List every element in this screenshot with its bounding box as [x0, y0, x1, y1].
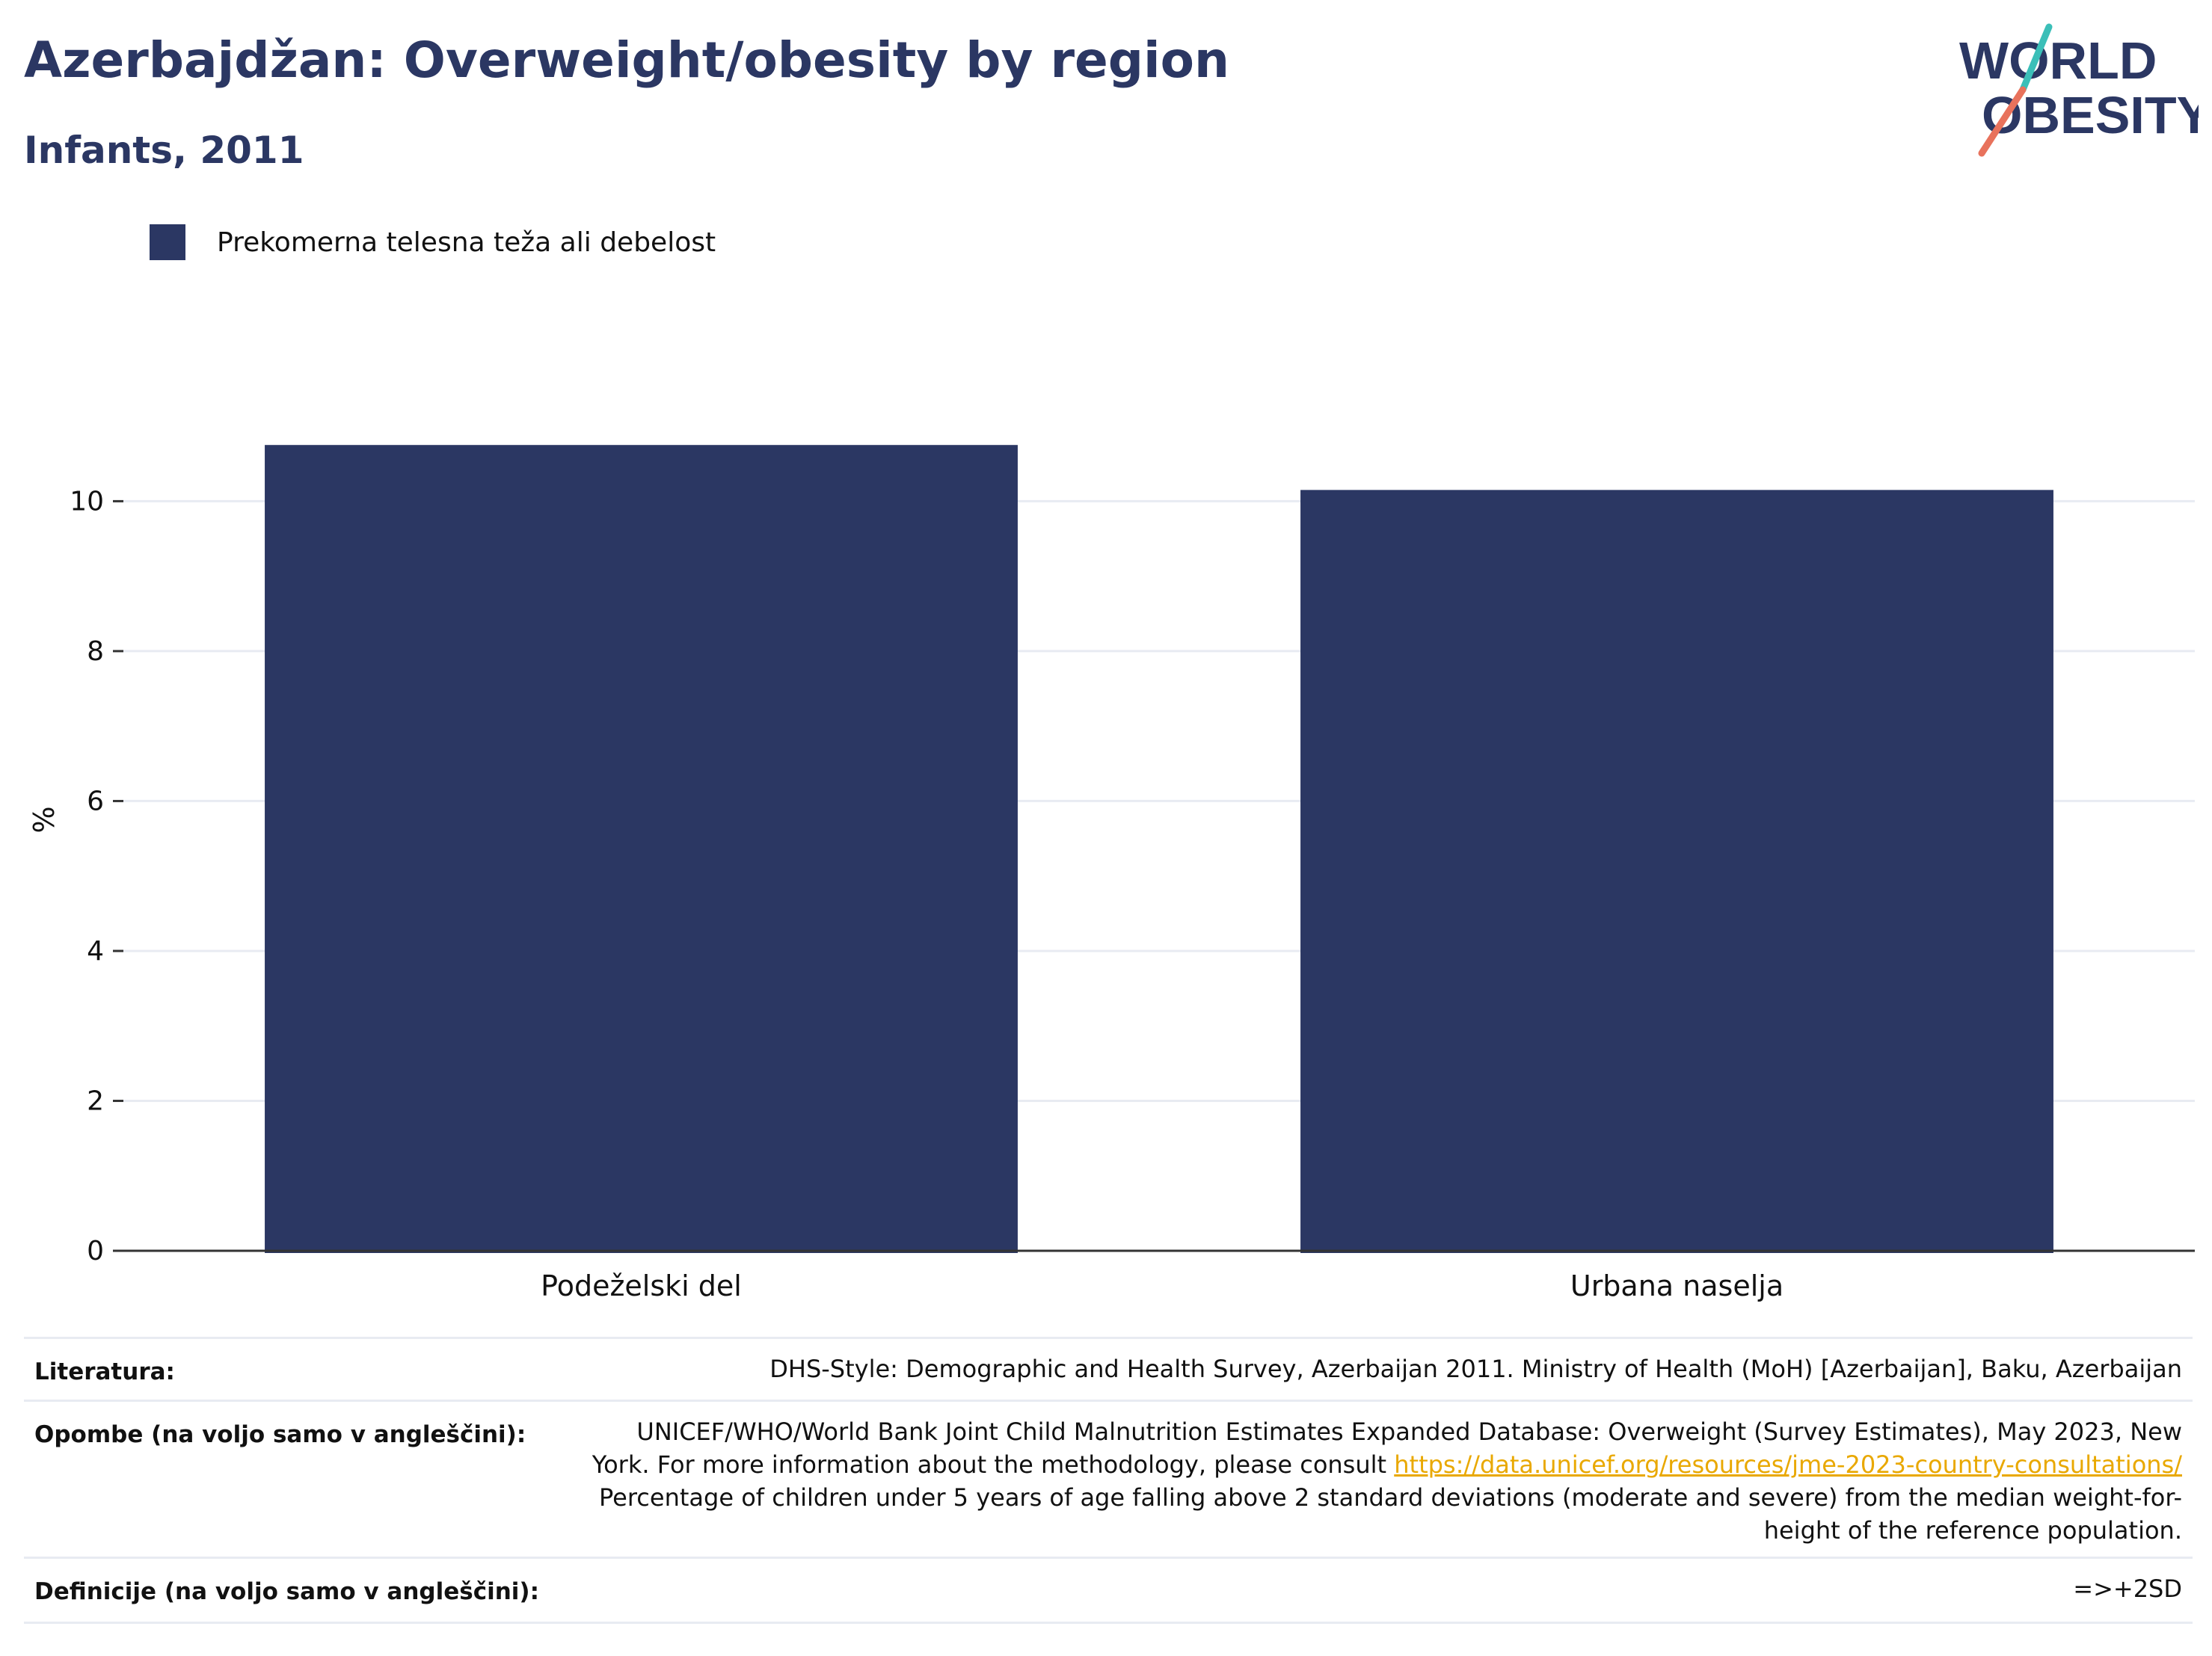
footer-label: Definicije (na voljo samo v angleščini):	[34, 1578, 539, 1605]
chart-subtitle: Infants, 2011	[24, 129, 304, 172]
footer-text-line: York. For more information about the met…	[592, 1450, 2182, 1479]
footer-text-line: Percentage of children under 5 years of …	[599, 1483, 2182, 1512]
y-tick-label: 10	[70, 486, 104, 517]
bar	[265, 445, 1018, 1253]
logo-coral-stroke	[1978, 86, 2027, 157]
footer-text-line: height of the reference population.	[1763, 1516, 2182, 1545]
footer-row-literature: Literatura: DHS-Style: Demographic and H…	[24, 1337, 2193, 1402]
footer-row-definitions: Definicije (na voljo samo v angleščini):…	[24, 1557, 2193, 1624]
logo-teal-stroke	[2019, 23, 2053, 93]
y-tick-label: 8	[87, 636, 104, 667]
legend-label: Prekomerna telesna teža ali debelost	[217, 227, 716, 258]
y-tick-label: 2	[87, 1086, 104, 1116]
y-tick-label: 0	[87, 1236, 104, 1266]
bar-chart: 0 2 4 6 8 10 Podeželski del Urbana naselja%	[28, 445, 2195, 1302]
logo-line1: WORLD	[1959, 31, 2157, 90]
footer-text-line: =>+2SD	[2073, 1575, 2182, 1603]
footer-label: Literatura:	[34, 1358, 175, 1385]
y-axis-label: %	[28, 806, 61, 833]
chart-title: Azerbajdžan: Overweight/obesity by regio…	[24, 31, 1230, 89]
footer-row-notes: Opombe (na voljo samo v angleščini): UNI…	[24, 1400, 2193, 1559]
legend-swatch	[150, 224, 185, 260]
legend: Prekomerna telesna teža ali debelost	[150, 223, 716, 262]
x-tick-label: Urbana naselja	[1570, 1269, 1784, 1302]
x-tick-label: Podeželski del	[541, 1269, 742, 1302]
methodology-link[interactable]: https://data.unicef.org/resources/jme-20…	[1394, 1450, 2182, 1479]
footer-value: =>+2SD	[2073, 1572, 2182, 1605]
footer-value: DHS-Style: Demographic and Health Survey…	[769, 1352, 2182, 1385]
footer-text-line: UNICEF/WHO/World Bank Joint Child Malnut…	[636, 1418, 2182, 1446]
footer-value: UNICEF/WHO/World Bank Joint Child Malnut…	[592, 1415, 2182, 1547]
bar	[1300, 490, 2053, 1253]
footer-label: Opombe (na voljo samo v angleščini):	[34, 1421, 526, 1448]
y-tick-label: 4	[87, 936, 104, 967]
world-obesity-logo: WORLD OBESITY	[1959, 23, 2199, 157]
footer-text-line: DHS-Style: Demographic and Health Survey…	[769, 1355, 2182, 1383]
y-tick-label: 6	[87, 786, 104, 816]
